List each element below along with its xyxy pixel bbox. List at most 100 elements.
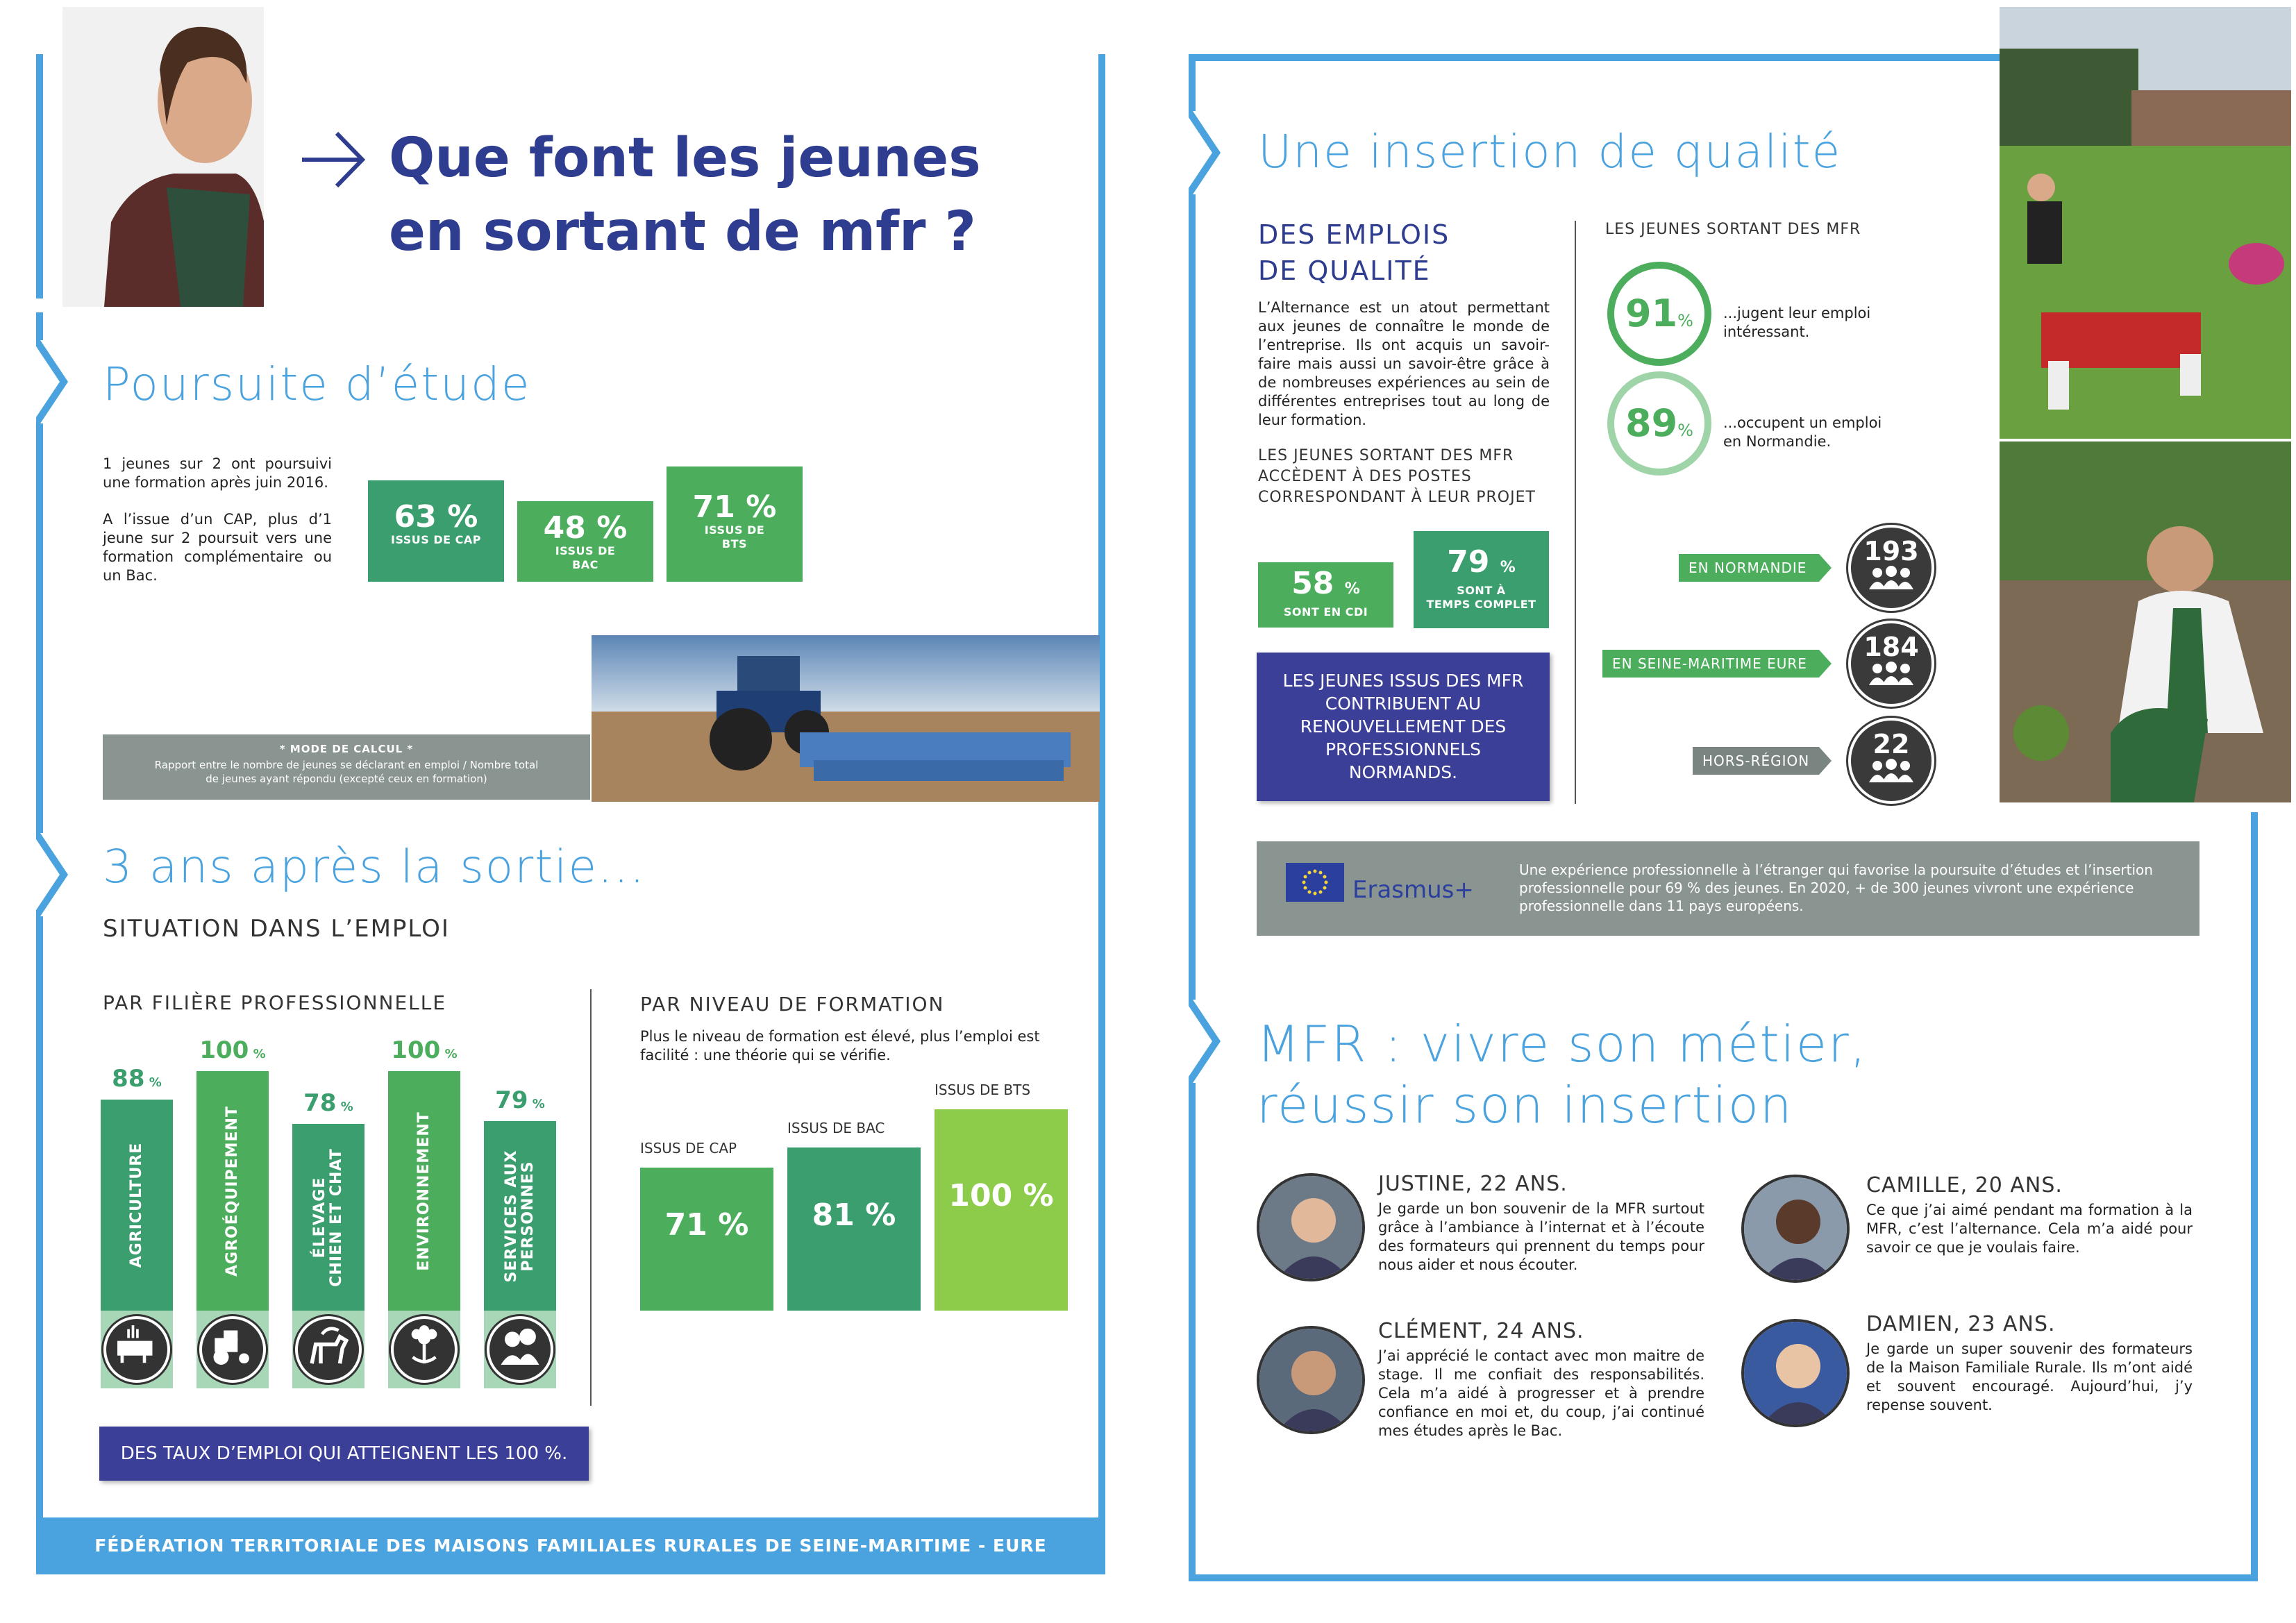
filiere-bar-value-number: 79 (495, 1086, 528, 1114)
filiere-bar-value-unit: % (336, 1100, 353, 1114)
niveau-bar-3: 100 % (935, 1109, 1068, 1311)
footer-bar: FÉDÉRATION TERRITORIALE DES MAISONS FAMI… (36, 1517, 1105, 1574)
testimonial-text: Je garde un bon souvenir de la MFR surto… (1378, 1200, 1704, 1273)
people-icon (487, 1316, 553, 1383)
section-title-insertion: Une insertion de qualité (1258, 125, 1842, 178)
filiere-bar-value-number: 88 (112, 1065, 145, 1093)
box-bac-label: ISSUS DE BAC (555, 544, 616, 571)
emplois-title-line-2: DE QUALITÉ (1258, 255, 1431, 286)
filiere-bar-5: SERVICES AUX PERSONNES (484, 1121, 556, 1311)
ring-89-pct: % (1677, 421, 1693, 440)
filiere-bar-3: ÉLEVAGE CHIEN ET CHAT (292, 1124, 364, 1311)
filiere-bar-2: AGROÉQUIPEMENT (196, 1071, 269, 1311)
frame-notch-4 (1185, 998, 1230, 1085)
box-bac-value: 48 % (543, 510, 628, 546)
filiere-bar-value-number: 78 (303, 1089, 337, 1117)
mfr-title-line-2: réussir son insertion (1257, 1076, 1793, 1134)
testimonial-text: Je garde un super souvenir des formateur… (1866, 1340, 2193, 1413)
filiere-bar-value-number: 100 (199, 1036, 249, 1064)
testimonial-avatar (1257, 1326, 1365, 1434)
filiere-bar-label: SERVICES AUX PERSONNES (503, 1150, 537, 1282)
testimonial-avatar (1741, 1319, 1850, 1427)
filiere-bar-value: 79 % (484, 1086, 556, 1114)
tractor-photo (592, 635, 1100, 802)
testimonial-text: Ce que j’ai aimé pendant ma formation à … (1866, 1202, 2193, 1256)
mode-calcul-title: * MODE DE CALCUL * (279, 743, 414, 755)
filiere-bar-label: ENVIRONNEMENT (415, 1111, 433, 1271)
filiere-bar-value-unit: % (440, 1047, 458, 1061)
niveau-bar-caption: ISSUS DE CAP (640, 1140, 737, 1157)
filiere-bar-label: AGRICULTURE (128, 1142, 145, 1268)
niveau-title: PAR NIVEAU DE FORMATION (640, 993, 945, 1016)
frame-notch-3 (1185, 109, 1230, 196)
ring-91: 91% (1607, 262, 1711, 366)
filiere-bar-value: 100 % (388, 1036, 460, 1064)
complet-label-2: TEMPS COMPLET (1426, 598, 1536, 611)
niveau-bar-value: 81 % (812, 1197, 896, 1233)
complet-value: 79 (1447, 544, 1490, 580)
ring-91-value: 91 (1625, 292, 1678, 335)
region-count: 193 (1863, 536, 1919, 566)
region-count-circle: 184 (1848, 621, 1934, 707)
photo-gardener (2000, 442, 2291, 802)
emploi-banner: DES TAUX D’EMPLOI QUI ATTEIGNENT LES 100… (99, 1427, 589, 1481)
frame-notch-1 (33, 338, 78, 426)
emplois-title-line-1: DES EMPLOIS (1258, 219, 1450, 250)
region-tag: HORS-RÉGION (1693, 747, 1832, 775)
testimonial-avatar (1257, 1173, 1365, 1281)
page-title: Que font les jeunes en sortant de mfr ? (389, 121, 1014, 269)
region-tag: EN SEINE-MARITIME EURE (1602, 650, 1832, 678)
dog-icon (295, 1316, 362, 1383)
column-divider (590, 989, 592, 1406)
ring-91-pct: % (1677, 311, 1693, 330)
cdi-pct: % (1344, 580, 1360, 598)
right-column-title: LES JEUNES SORTANT DES MFR (1605, 221, 1861, 238)
niveau-bar-value: 100 % (948, 1178, 1054, 1213)
region-count: 22 (1872, 729, 1910, 759)
testimonial-avatar (1741, 1175, 1850, 1283)
title-line-1: Que font les jeunes (389, 127, 981, 190)
box-issus-cap: 63 % ISSUS DE CAP (368, 480, 504, 582)
section-subtitle-emploi: SITUATION DANS L’EMPLOI (103, 915, 450, 943)
group-people-icon (1851, 758, 1932, 789)
ring-91-text: ...jugent leur emploi intéressant. (1723, 305, 1871, 340)
complet-value-wrap: 79 % (1414, 546, 1549, 584)
filiere-bar-value: 78 % (292, 1089, 364, 1117)
box-issus-bac: 48 % ISSUS DE BAC (517, 501, 653, 582)
postes-text: LES JEUNES SORTANT DES MFR ACCÈDENT À DE… (1258, 447, 1536, 506)
filiere-bar-value: 100 % (196, 1036, 269, 1064)
erasmus-text: Une expérience professionnelle à l’étran… (1519, 861, 2153, 914)
section-title-poursuite: Poursuite d’étude (103, 358, 531, 411)
niveau-bar-2: 81 % (787, 1147, 921, 1311)
region-count-circle: 22 (1848, 718, 1934, 804)
ring-89-value: 89 (1625, 401, 1678, 445)
frame-notch-2 (33, 831, 78, 918)
cdi-label: SONT EN CDI (1283, 605, 1368, 619)
testimonial-name: CLÉMENT, 24 ANS. (1378, 1319, 1584, 1343)
erasmus-logo-text: Erasmus+ (1352, 876, 1474, 904)
right-page-frame (1189, 54, 2258, 1581)
box-bts-label: ISSUS DE BTS (704, 523, 765, 550)
region-tag: EN NORMANDIE (1679, 554, 1832, 582)
filiere-bar-value-unit: % (249, 1047, 266, 1061)
group-people-icon (1851, 661, 1932, 691)
complet-pct: % (1500, 559, 1516, 576)
mode-calcul-text: Rapport entre le nombre de jeunes se déc… (154, 759, 539, 785)
filiere-bar-value-unit: % (144, 1075, 162, 1090)
niveau-text: Plus le niveau de formation est élevé, p… (640, 1028, 1040, 1063)
emplois-qualite-text: L’Alternance est un atout permettant aux… (1258, 299, 1550, 428)
mfr-title-line-1: MFR : vivre son métier, (1257, 1015, 1868, 1073)
filiere-bar-4: ENVIRONNEMENT (388, 1071, 460, 1311)
filiere-bar-label: AGROÉQUIPEMENT (224, 1105, 241, 1277)
insertion-divider (1575, 221, 1576, 804)
emplois-qualite-title: DES EMPLOIS DE QUALITÉ (1258, 217, 1450, 289)
testimonial-text: J’ai apprécié le contact avec mon maitre… (1378, 1347, 1704, 1439)
ring-89: 89% (1607, 371, 1711, 476)
contrib-box: LES JEUNES ISSUS DES MFR CONTRIBUENT AU … (1257, 653, 1550, 801)
filiere-bar-label: ÉLEVAGE CHIEN ET CHAT (311, 1147, 345, 1287)
ring-89-text: ...occupent un emploi en Normandie. (1723, 414, 1882, 450)
emploi-banner-text: DES TAUX D’EMPLOI QUI ATTEIGNENT LES 100… (120, 1443, 568, 1464)
region-count: 184 (1863, 632, 1919, 662)
filiere-bar-1: AGRICULTURE (101, 1100, 173, 1311)
niveau-bar-caption: ISSUS DE BAC (787, 1120, 885, 1136)
